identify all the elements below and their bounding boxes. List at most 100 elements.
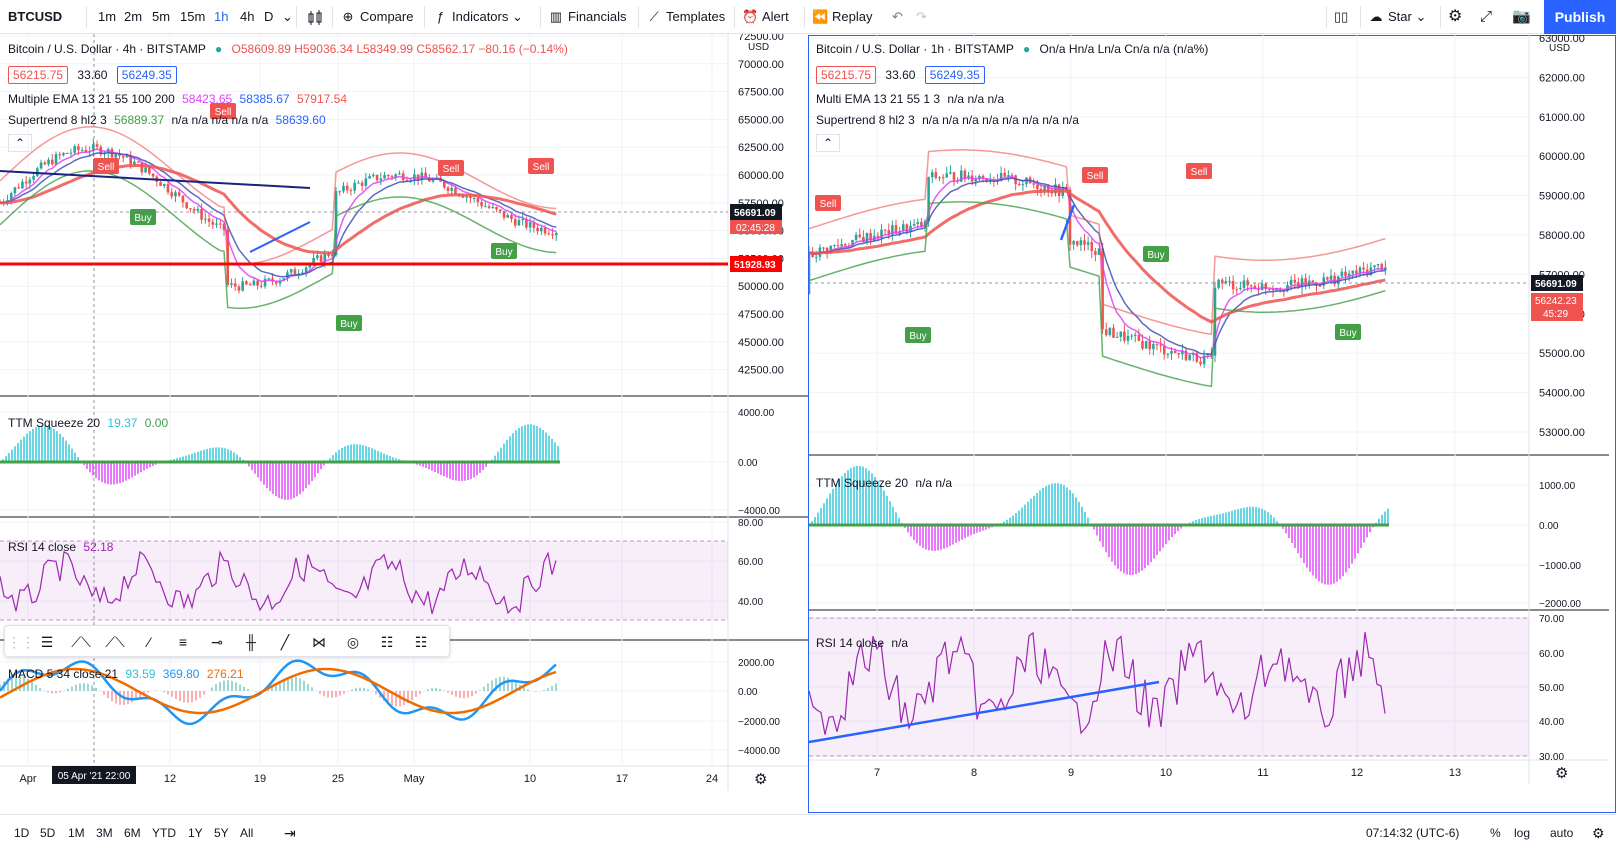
- interval-15m[interactable]: 15m: [180, 9, 206, 24]
- interval-4h[interactable]: 4h: [240, 9, 255, 24]
- price-tick-label: 54000.00: [1539, 388, 1585, 400]
- sub-tick-label: 0.00: [738, 687, 758, 698]
- symbol-search[interactable]: BTCUSD: [8, 9, 63, 24]
- chevron-down-icon[interactable]: ⌄: [282, 9, 293, 24]
- candle-body: [1293, 279, 1297, 283]
- countdown-label: 02:45:28: [736, 223, 775, 234]
- left-ttm-legend[interactable]: TTM Squeeze 20 19.37 0.00: [8, 416, 168, 430]
- candle-body: [1195, 353, 1199, 362]
- candles-icon[interactable]: [306, 0, 324, 34]
- range-1m[interactable]: 1M: [68, 826, 85, 840]
- sub-tick-label: 4000.00: [738, 408, 775, 419]
- right-rsi-legend[interactable]: RSI 14 close n/a: [816, 636, 908, 650]
- range-5y[interactable]: 5Y: [214, 826, 229, 840]
- parallel-channel-icon[interactable]: ≡: [178, 634, 188, 650]
- left-macd-legend[interactable]: MACD 5 34 close 21 93.59 369.80 276.21: [8, 667, 244, 681]
- candle-body: [301, 272, 304, 274]
- templates-button[interactable]: ⟋ Templates: [646, 0, 725, 34]
- rsi-line: [809, 631, 1386, 735]
- interval-d[interactable]: D: [264, 9, 274, 24]
- left-symbol-title[interactable]: Bitcoin / U.S. Dollar · 4h · BITSTAMP: [8, 42, 206, 56]
- indicators-button[interactable]: ƒ Indicators ⌄: [432, 0, 523, 34]
- range-3m[interactable]: 3M: [96, 826, 113, 840]
- clock-time[interactable]: 07:14:32 (UTC-6): [1366, 826, 1460, 840]
- right-ask-box[interactable]: 56249.35: [924, 66, 985, 84]
- candle-body: [394, 174, 398, 178]
- collapse-legend-button[interactable]: ⌃: [816, 134, 840, 152]
- candle-body: [136, 161, 140, 163]
- range-5d[interactable]: 5D: [40, 826, 56, 840]
- long-position-icon[interactable]: ☷: [380, 634, 394, 650]
- elliott-wave-icon[interactable]: ⟋⟍: [71, 634, 91, 650]
- left-st-legend[interactable]: Supertrend 8 hl2 3 56889.37 n/a n/a n/a …: [8, 113, 326, 127]
- trend-line-icon[interactable]: ⁄: [147, 634, 151, 650]
- left-price-axis[interactable]: Apr 12 19 25 May 10 17 24 72500.00 70000.00 67500.…: [19, 34, 783, 788]
- candle-body: [278, 280, 282, 284]
- range-1d[interactable]: 1D: [14, 826, 30, 840]
- range-all[interactable]: All: [240, 826, 254, 840]
- arc-icon[interactable]: ◎: [346, 634, 360, 650]
- candle-body: [1181, 350, 1184, 355]
- gear-icon[interactable]: ⚙: [1448, 8, 1463, 25]
- x-tick-label: 13: [1449, 767, 1461, 779]
- candle-body: [858, 234, 862, 238]
- right-price-axis[interactable]: 7 8 9 10 11 12 13 63000.00 62000.00 61000.00 60000…: [874, 35, 1585, 782]
- interval-1m[interactable]: 1m: [98, 9, 117, 24]
- redo-icon[interactable]: ↷: [916, 9, 927, 24]
- drawing-toolbar[interactable]: ⋮⋮ ☰ ⟋⟍ ⟋⟍ ⁄ ≡ ⊸ ╫ ╱ ⋈ ◎ ☷ ☷: [4, 625, 450, 657]
- undo-icon[interactable]: ↶: [892, 9, 903, 24]
- sub-price-tag: [1531, 293, 1583, 321]
- left-bid-box[interactable]: 56215.75: [8, 66, 69, 84]
- interval-5m[interactable]: 5m: [152, 9, 171, 24]
- financials-button[interactable]: ▥ Financials: [548, 0, 627, 34]
- fib-icon[interactable]: ☰: [40, 634, 54, 650]
- range-6m[interactable]: 6M: [124, 826, 141, 840]
- right-ema-legend[interactable]: Multi EMA 13 21 55 1 3 n/a n/a n/a: [816, 92, 1004, 106]
- gear-icon[interactable]: ⚙: [1592, 825, 1605, 841]
- candle-body: [1231, 280, 1235, 290]
- last-price-tag: [730, 204, 782, 220]
- layout-icon[interactable]: ▯▯: [1334, 9, 1349, 24]
- candle-body: [487, 206, 491, 208]
- x-tick-label: 7: [874, 767, 880, 779]
- auto-toggle[interactable]: auto: [1550, 826, 1574, 840]
- calendar-goto-icon[interactable]: ⇥: [284, 825, 296, 841]
- interval-2m[interactable]: 2m: [124, 9, 143, 24]
- range-ytd[interactable]: YTD: [152, 826, 176, 840]
- candle-body: [1188, 354, 1191, 361]
- st-value: 58639.60: [275, 113, 326, 127]
- left-ask-box[interactable]: 56249.35: [116, 66, 177, 84]
- ray-icon[interactable]: ╱: [280, 634, 290, 650]
- alert-button[interactable]: ⏰ Alert: [742, 0, 789, 34]
- replay-button[interactable]: ⏪ Replay: [812, 0, 872, 34]
- right-chart[interactable]: Sell Sell Sell Buy Buy Buy 7 8 9 10 11 12 13 63000.0…: [809, 35, 1615, 813]
- right-series: Sell Sell Sell Buy Buy Buy: [809, 149, 1529, 744]
- horizontal-ray-icon[interactable]: ⊸: [211, 634, 223, 650]
- left-rsi-legend[interactable]: RSI 14 close 52.18: [8, 540, 113, 554]
- pattern-icon[interactable]: ⋈: [312, 634, 326, 650]
- camera-icon[interactable]: 📷: [1512, 8, 1531, 25]
- right-st-legend[interactable]: Supertrend 8 hl2 3 n/a n/a n/a n/a n/a n…: [816, 113, 1079, 127]
- left-ema-legend[interactable]: Multiple EMA 13 21 55 100 200 58423.65 5…: [8, 92, 347, 106]
- percent-toggle[interactable]: %: [1490, 826, 1501, 840]
- candle-body: [1184, 350, 1188, 361]
- cross-lines-icon[interactable]: ╫: [246, 634, 256, 650]
- price-tick-label: 42500.00: [738, 365, 784, 377]
- interval-1h[interactable]: 1h: [214, 9, 229, 24]
- log-toggle[interactable]: log: [1514, 826, 1531, 840]
- candle-body: [319, 255, 323, 262]
- drag-handle-icon[interactable]: ⋮⋮: [7, 634, 35, 650]
- publish-button[interactable]: Publish: [1544, 0, 1616, 34]
- right-ttm-legend[interactable]: TTM Squeeze 20 n/a n/a: [816, 476, 952, 490]
- abc-wave-icon[interactable]: ⟋⟍: [105, 634, 125, 650]
- range-1y[interactable]: 1Y: [188, 826, 203, 840]
- candle-body: [1340, 271, 1344, 277]
- layout-name-button[interactable]: ☁ Star ⌄: [1368, 0, 1427, 34]
- compare-button[interactable]: ⊕ Compare: [340, 0, 414, 34]
- fullscreen-icon[interactable]: ⤢: [1480, 8, 1493, 25]
- right-symbol-title[interactable]: Bitcoin / U.S. Dollar · 1h · BITSTAMP: [816, 42, 1014, 56]
- collapse-legend-button[interactable]: ⌃: [8, 134, 32, 152]
- candle-body: [1344, 271, 1347, 277]
- short-position-icon[interactable]: ☷: [414, 634, 428, 650]
- right-bid-box[interactable]: 56215.75: [816, 66, 877, 84]
